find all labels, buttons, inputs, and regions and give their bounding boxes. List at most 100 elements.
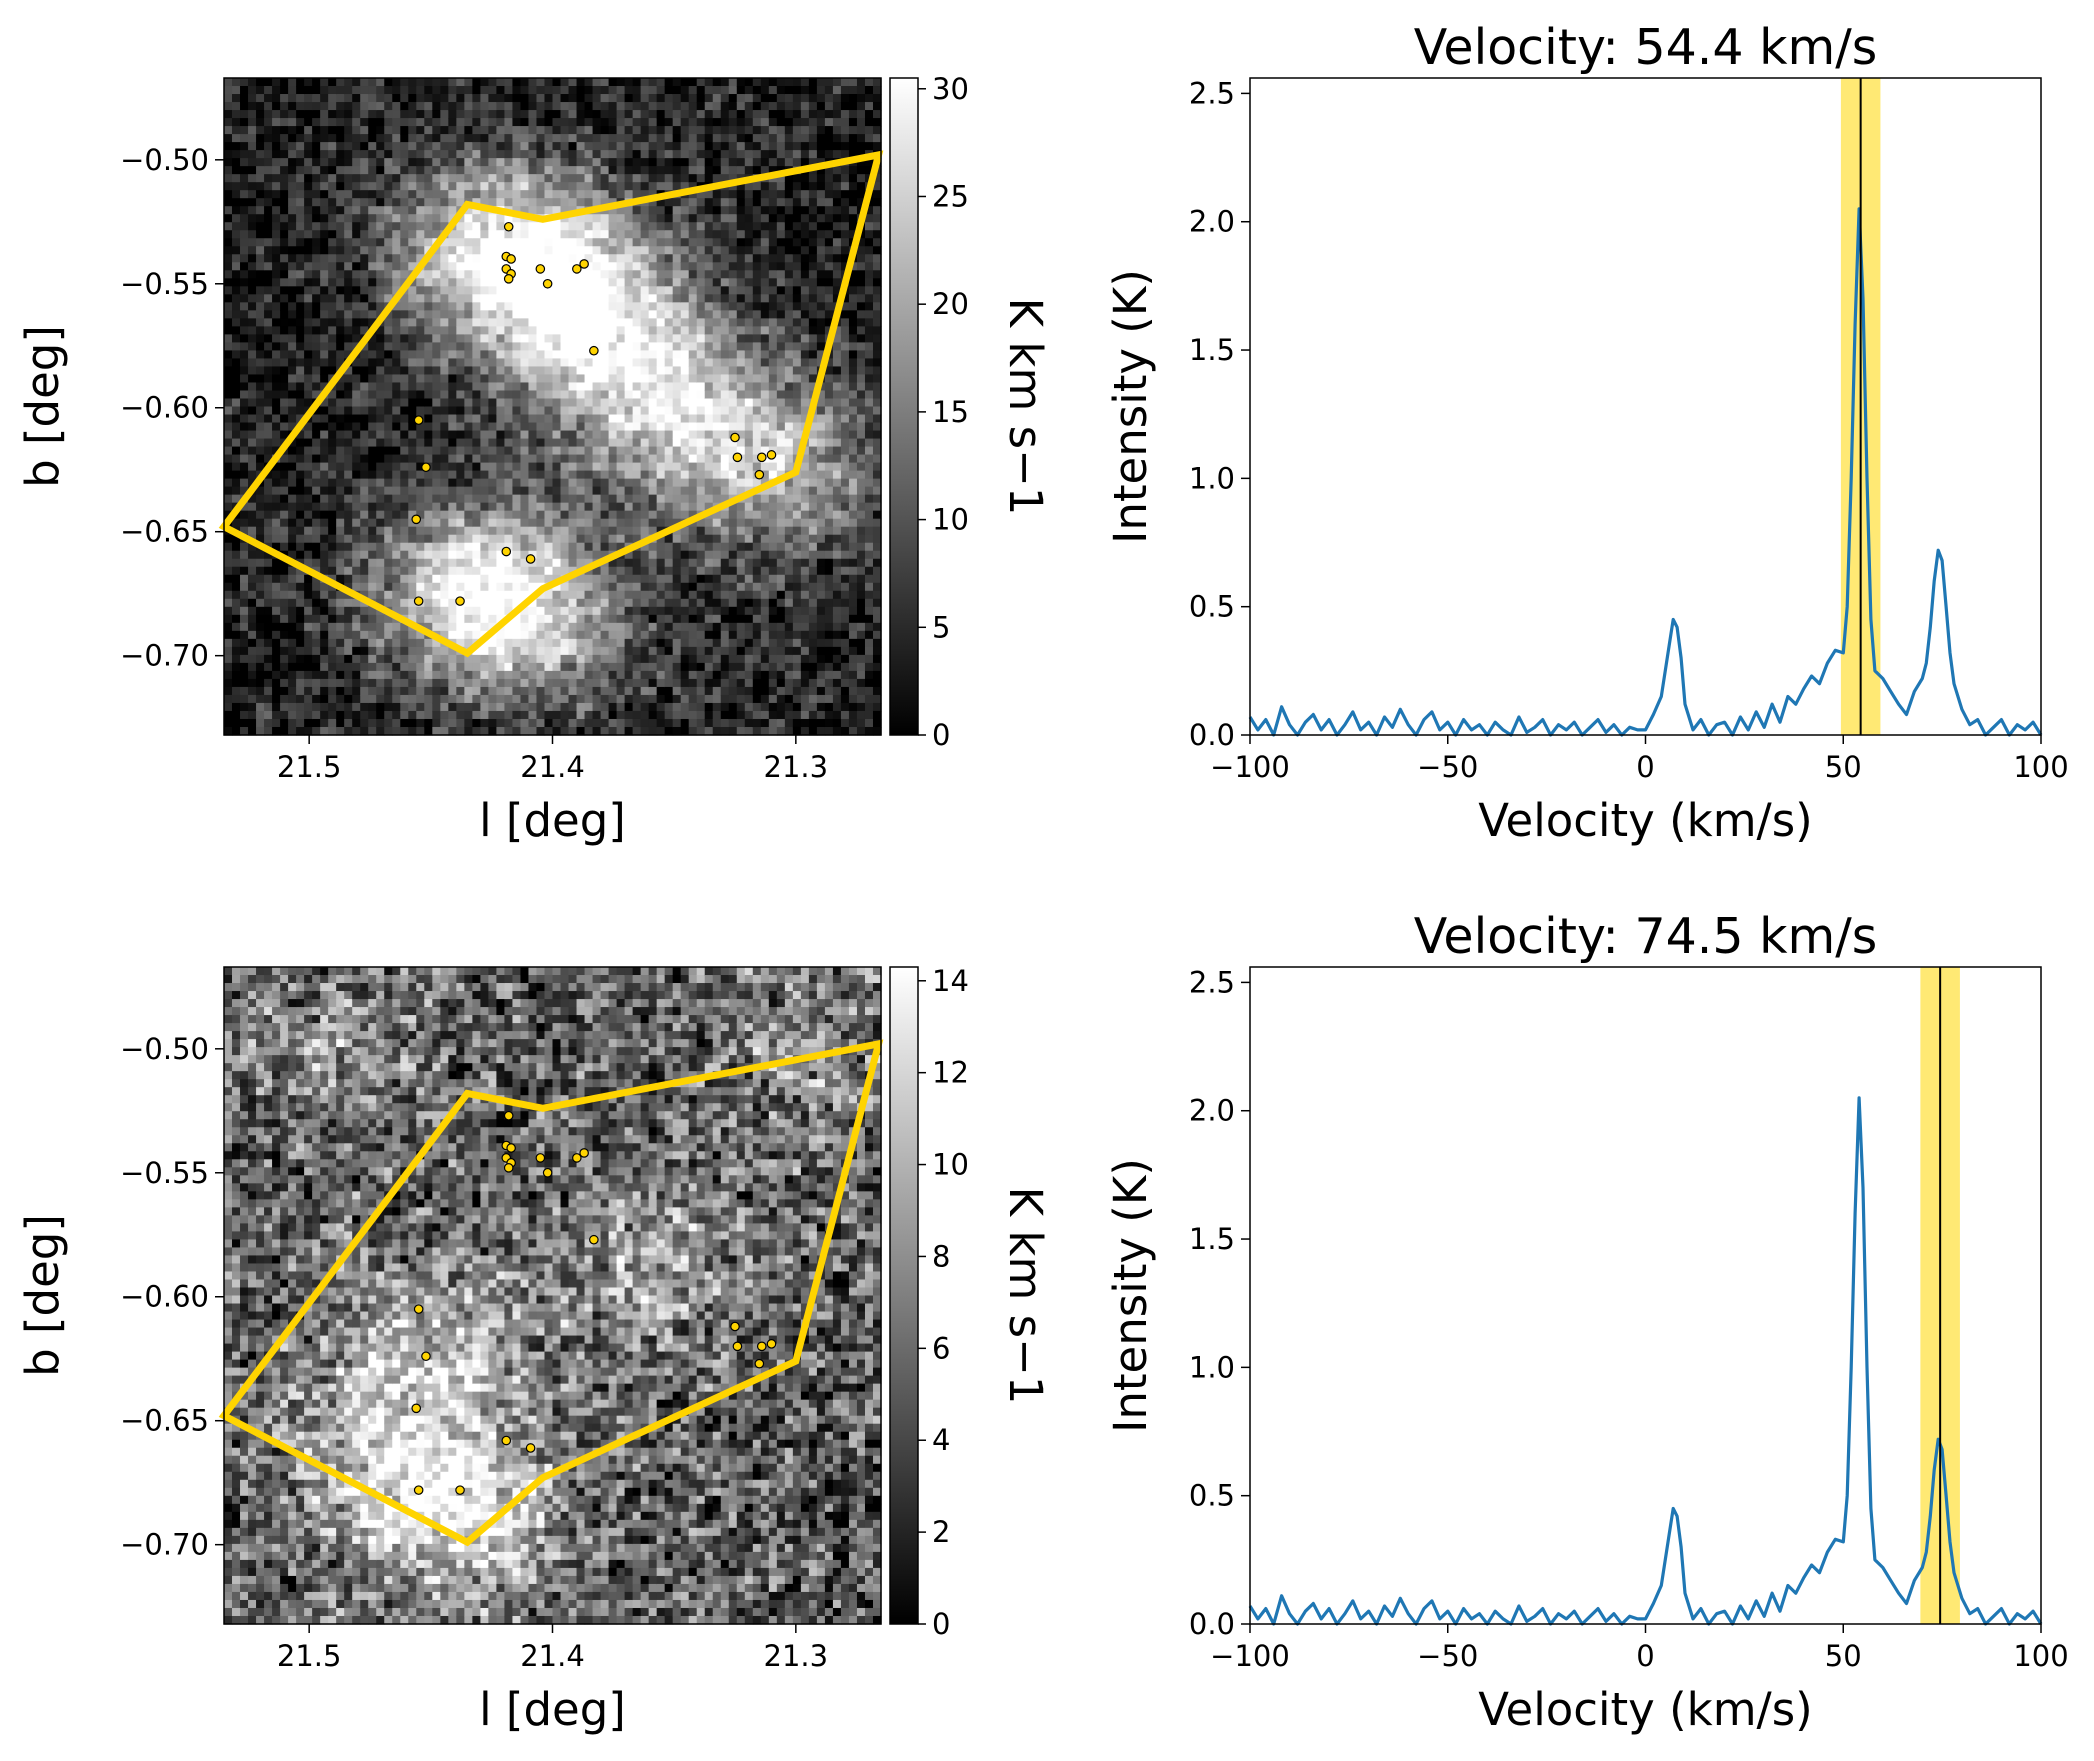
- heatmap-pixel: [232, 222, 241, 231]
- heatmap-pixel: [632, 286, 642, 295]
- heatmap-pixel: [296, 526, 305, 536]
- heatmap-pixel: [360, 478, 369, 488]
- heatmap-pixel: [496, 142, 506, 151]
- heatmap-pixel: [528, 302, 538, 311]
- heatmap-pixel: [456, 150, 465, 159]
- heatmap-pixel: [232, 566, 241, 576]
- heatmap-pixel: [552, 358, 562, 368]
- heatmap-pixel: [448, 350, 457, 360]
- heatmap-pixel: [584, 134, 594, 143]
- heatmap-pixel: [624, 94, 634, 103]
- heatmap-pixel: [440, 702, 449, 712]
- heatmap-pixel: [344, 566, 353, 576]
- heatmap-pixel: [376, 246, 385, 255]
- heatmap-pixel: [688, 622, 698, 632]
- heatmap-pixel: [232, 414, 241, 424]
- heatmap-pixel: [544, 534, 554, 544]
- heatmap-pixel: [536, 646, 546, 656]
- heatmap-pixel: [352, 606, 361, 616]
- heatmap-pixel: [704, 230, 714, 239]
- heatmap-pixel: [704, 606, 714, 616]
- heatmap-pixel: [664, 198, 674, 207]
- heatmap-pixel: [528, 694, 538, 704]
- heatmap-pixel: [488, 158, 498, 167]
- heatmap-pixel: [320, 182, 329, 191]
- heatmap-pixel: [632, 414, 642, 424]
- heatmap-pixel: [480, 390, 489, 400]
- heatmap-pixel: [232, 670, 241, 680]
- heatmap-pixel: [512, 406, 522, 416]
- heatmap-pixel: [248, 574, 257, 584]
- heatmap-pixel: [368, 678, 377, 688]
- heatmap-pixel: [272, 214, 281, 223]
- heatmap-pixel: [272, 446, 281, 456]
- heatmap-pixel: [584, 102, 594, 111]
- heatmap-pixel: [576, 214, 586, 223]
- heatmap-pixel: [616, 622, 626, 632]
- heatmap-pixel: [496, 294, 506, 303]
- heatmap-pixel: [480, 598, 489, 608]
- heatmap-pixel: [600, 110, 610, 119]
- heatmap-pixel: [496, 110, 506, 119]
- heatmap-pixel: [344, 230, 353, 239]
- heatmap-pixel: [296, 646, 305, 656]
- heatmap-pixel: [496, 446, 506, 456]
- heatmap-pixel: [600, 78, 610, 87]
- heatmap-pixel: [464, 246, 473, 255]
- heatmap-pixel: [424, 110, 433, 119]
- heatmap-pixel: [472, 454, 481, 464]
- heatmap-pixel: [256, 574, 265, 584]
- heatmap-pixel: [536, 158, 546, 167]
- heatmap-pixel: [568, 502, 578, 512]
- heatmap-pixel: [440, 222, 449, 231]
- heatmap-pixel: [408, 110, 417, 119]
- heatmap-pixel: [544, 526, 554, 536]
- heatmap-pixel: [664, 86, 674, 95]
- heatmap-pixel: [328, 486, 337, 496]
- heatmap-pixel: [624, 702, 634, 712]
- heatmap-pixel: [248, 470, 257, 480]
- heatmap-pixel: [456, 462, 465, 472]
- heatmap-pixel: [520, 230, 530, 239]
- heatmap-pixel: [664, 158, 674, 167]
- heatmap-pixel: [520, 182, 530, 191]
- heatmap-pixel: [432, 166, 441, 175]
- heatmap-pixel: [592, 654, 602, 664]
- heatmap-pixel: [232, 214, 241, 223]
- heatmap-pixel: [696, 526, 706, 536]
- heatmap-pixel: [352, 230, 361, 239]
- heatmap-pixel: [472, 174, 481, 183]
- heatmap-pixel: [296, 518, 305, 528]
- heatmap-pixel: [320, 686, 329, 696]
- heatmap-pixel: [600, 270, 610, 279]
- heatmap-pixel: [648, 582, 658, 592]
- heatmap-pixel: [328, 86, 337, 95]
- heatmap-pixel: [352, 494, 361, 504]
- heatmap-pixel: [488, 662, 498, 672]
- heatmap-pixel: [264, 550, 273, 560]
- heatmap-pixel: [680, 302, 690, 311]
- heatmap-pixel: [368, 606, 377, 616]
- heatmap-pixel: [240, 174, 249, 183]
- heatmap-pixel: [432, 406, 441, 416]
- heatmap-pixel: [344, 214, 353, 223]
- heatmap-pixel: [544, 558, 554, 568]
- heatmap-pixel: [288, 694, 297, 704]
- heatmap-pixel: [600, 262, 610, 271]
- heatmap-pixel: [272, 262, 281, 271]
- heatmap-pixel: [368, 462, 377, 472]
- heatmap-pixel: [328, 366, 337, 376]
- heatmap-pixel: [640, 278, 650, 287]
- heatmap-pixel: [544, 86, 554, 95]
- heatmap-pixel: [472, 590, 481, 600]
- heatmap-pixel: [288, 534, 297, 544]
- heatmap-pixel: [480, 358, 489, 368]
- heatmap-pixel: [608, 342, 618, 352]
- heatmap-pixel: [280, 334, 289, 343]
- heatmap-pixel: [544, 630, 554, 640]
- heatmap-pixel: [432, 390, 441, 400]
- heatmap-pixel: [592, 550, 602, 560]
- heatmap-pixel: [288, 590, 297, 600]
- heatmap-pixel: [680, 494, 690, 504]
- heatmap-pixel: [272, 686, 281, 696]
